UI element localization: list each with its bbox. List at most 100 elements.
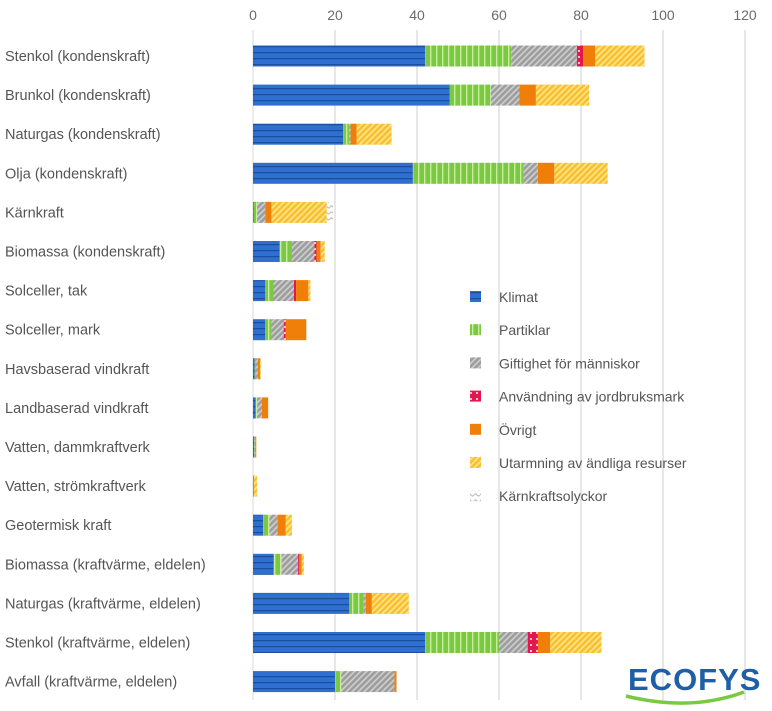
- bar-segment: [490, 84, 520, 106]
- bar-segment: [412, 162, 524, 184]
- legend-swatch: [470, 423, 481, 435]
- x-axis-ticks: 0 20 40 60 80 100 120: [249, 7, 757, 23]
- bar-segment: [301, 553, 304, 575]
- bar-segment: [253, 475, 258, 497]
- bar-segment: [499, 632, 528, 653]
- bar-segment: [257, 201, 266, 223]
- bar-segment: [277, 514, 286, 536]
- bar-segment: [259, 358, 261, 380]
- bar-segment: [341, 671, 395, 693]
- category-label: Brunkol (kondenskraft): [5, 88, 151, 104]
- bar-segment: [253, 632, 426, 653]
- bar-segment: [253, 84, 450, 106]
- bar-segment: [320, 241, 325, 262]
- bar-segment: [255, 397, 258, 419]
- category-label: Naturgas (kondenskraft): [5, 127, 161, 143]
- legend-swatch: [470, 324, 481, 336]
- legend-label: Övrigt: [499, 421, 536, 438]
- bar-segment: [253, 201, 254, 223]
- bar-segment: [535, 84, 590, 106]
- logo-text: ECOFYS: [628, 662, 761, 697]
- legend-label: Utarmning av ändliga resurser: [499, 455, 687, 471]
- legend-label: Klimat: [499, 289, 538, 305]
- bar-segment: [394, 671, 397, 693]
- bar-segment: [273, 280, 294, 302]
- bar-segment: [349, 123, 351, 145]
- bar-segment: [283, 319, 286, 341]
- bar-segment: [537, 632, 551, 653]
- bar-segment: [519, 84, 536, 106]
- bar-segment: [253, 280, 266, 302]
- category-label: Stenkol (kraftvärme, eldelen): [5, 636, 190, 652]
- bar-segment: [255, 436, 257, 458]
- bar-segment: [281, 553, 299, 575]
- bar-segment: [262, 397, 269, 419]
- logo-swoosh: [625, 690, 745, 705]
- bar-segment: [511, 45, 577, 67]
- bar-segment: [253, 162, 413, 184]
- bar-segment: [356, 123, 392, 145]
- bar-segment: [285, 319, 307, 341]
- bar-segment: [265, 319, 272, 341]
- category-label: Havsbaserad vindkraft: [5, 362, 149, 378]
- category-label: Naturgas (kraftvärme, eldelen): [5, 596, 201, 612]
- bar-segment: [349, 592, 364, 614]
- bar-segment: [255, 358, 258, 380]
- bar-segment: [343, 123, 350, 145]
- bar-segment: [253, 319, 266, 341]
- category-label: Olja (kondenskraft): [5, 166, 128, 182]
- category-label: Vatten, dammkraftverk: [5, 440, 151, 456]
- legend-label: Användning av jordbruksmark: [499, 389, 685, 405]
- bar-segment: [523, 162, 538, 184]
- bar-segment: [527, 632, 538, 653]
- bar-segment: [279, 241, 292, 262]
- category-label: Vatten, strömkraftverk: [5, 479, 146, 495]
- bar-segment: [425, 45, 512, 67]
- bar-segment: [595, 45, 645, 67]
- bar-segment: [298, 553, 300, 575]
- bar-segment: [271, 319, 284, 341]
- category-label: Solceller, mark: [5, 323, 101, 339]
- bar-segment: [285, 514, 292, 536]
- bar-segment: [253, 514, 264, 536]
- bar-segment: [253, 45, 426, 67]
- legend-label: Kärnkraftsolyckor: [499, 488, 607, 504]
- legend-swatch: [470, 291, 481, 302]
- bar-segment: [273, 553, 282, 575]
- x-tick-label: 20: [327, 7, 343, 23]
- bar-segment: [253, 671, 335, 693]
- legend: Klimat Partiklar Giftighet för människor An…: [470, 289, 687, 504]
- category-label: Stenkol (kondenskraft): [5, 49, 150, 65]
- x-tick-label: 100: [651, 7, 675, 23]
- category-labels: Stenkol (kondenskraft) Brunkol (kondenskr…: [5, 49, 206, 691]
- x-tick-label: 80: [573, 7, 589, 23]
- legend-label: Giftighet för människor: [499, 355, 640, 371]
- bar-segment: [365, 592, 372, 614]
- bar-segment: [253, 475, 254, 497]
- legend-swatch: [470, 357, 481, 369]
- bar-segment: [253, 592, 350, 614]
- bar-segment: [253, 201, 258, 223]
- bars: [253, 45, 645, 693]
- x-tick-label: 60: [491, 7, 507, 23]
- bar-segment: [265, 280, 274, 302]
- legend-swatch: [470, 457, 481, 468]
- category-label: Avfall (kraftvärme, eldelen): [5, 675, 177, 691]
- legend-swatch: [470, 390, 481, 402]
- bar-segment: [576, 45, 584, 67]
- bar-segment: [265, 201, 272, 223]
- bar-segment: [254, 436, 256, 458]
- bar-segment: [257, 358, 260, 380]
- bar-segment: [550, 632, 602, 653]
- x-tick-label: 0: [249, 7, 257, 23]
- bar-segment: [253, 358, 255, 380]
- bar-segment: [308, 280, 311, 302]
- bar-segment: [253, 475, 254, 497]
- category-label: Biomassa (kraftvärme, eldelen): [5, 557, 206, 573]
- bar-segment: [425, 632, 499, 653]
- bar-segment: [449, 84, 491, 106]
- bar-segment: [271, 201, 327, 223]
- bar-segment: [269, 514, 278, 536]
- bar-segment: [254, 358, 256, 380]
